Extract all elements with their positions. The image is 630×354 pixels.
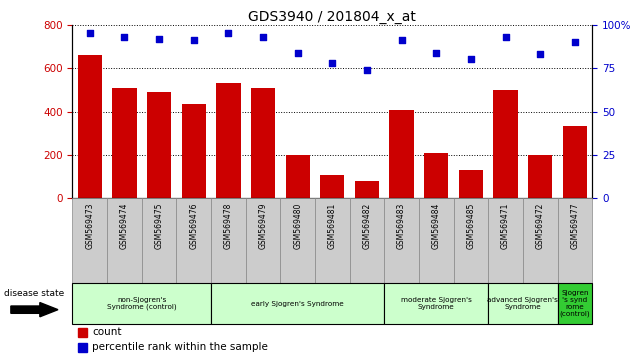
Point — [431, 50, 441, 55]
Text: GSM569482: GSM569482 — [362, 202, 372, 249]
Bar — [72, 283, 211, 324]
Point — [188, 38, 198, 43]
Bar — [72, 198, 107, 283]
Text: GSM569483: GSM569483 — [397, 202, 406, 249]
Bar — [77, 55, 102, 198]
Point — [258, 34, 268, 40]
Bar — [488, 283, 558, 324]
Bar — [112, 88, 137, 198]
Text: GSM569471: GSM569471 — [501, 202, 510, 249]
Point — [327, 60, 337, 66]
Text: GSM569475: GSM569475 — [154, 202, 164, 249]
Bar — [384, 283, 488, 324]
Bar — [285, 155, 310, 198]
Bar — [216, 83, 241, 198]
Bar — [251, 88, 275, 198]
Text: advanced Sjogren's
Syndrome: advanced Sjogren's Syndrome — [488, 297, 558, 310]
Bar — [211, 198, 246, 283]
Text: GSM569478: GSM569478 — [224, 202, 233, 249]
Bar — [424, 153, 449, 198]
Text: early Sjogren's Syndrome: early Sjogren's Syndrome — [251, 301, 344, 307]
Bar — [459, 170, 483, 198]
Text: count: count — [92, 327, 122, 337]
Bar — [355, 181, 379, 198]
Bar — [563, 126, 587, 198]
Text: GSM569474: GSM569474 — [120, 202, 129, 249]
FancyArrow shape — [11, 303, 58, 317]
Bar — [211, 283, 384, 324]
Point — [500, 34, 510, 40]
Point — [120, 34, 130, 40]
Point — [292, 50, 302, 55]
Point — [466, 57, 476, 62]
Bar — [488, 198, 523, 283]
Text: GSM569479: GSM569479 — [258, 202, 268, 249]
Bar — [528, 155, 553, 198]
Bar — [142, 198, 176, 283]
Text: GSM569484: GSM569484 — [432, 202, 441, 249]
Text: percentile rank within the sample: percentile rank within the sample — [92, 342, 268, 352]
Text: moderate Sjogren's
Syndrome: moderate Sjogren's Syndrome — [401, 297, 472, 310]
Text: non-Sjogren's
Syndrome (control): non-Sjogren's Syndrome (control) — [107, 297, 176, 310]
Text: GSM569485: GSM569485 — [466, 202, 476, 249]
Bar — [181, 104, 206, 198]
Point — [223, 30, 233, 36]
Bar — [558, 198, 592, 283]
Point — [84, 30, 95, 36]
Bar — [454, 198, 488, 283]
Bar — [419, 198, 454, 283]
Text: GSM569477: GSM569477 — [570, 202, 580, 249]
Bar — [246, 198, 280, 283]
Bar — [558, 283, 592, 324]
Point — [396, 38, 406, 43]
Text: GSM569476: GSM569476 — [189, 202, 198, 249]
Bar — [77, 327, 87, 337]
Bar — [280, 198, 315, 283]
Title: GDS3940 / 201804_x_at: GDS3940 / 201804_x_at — [248, 10, 416, 24]
Bar — [493, 90, 518, 198]
Bar — [350, 198, 384, 283]
Bar — [107, 198, 142, 283]
Text: GSM569480: GSM569480 — [293, 202, 302, 249]
Bar — [389, 110, 414, 198]
Point — [535, 51, 545, 57]
Text: disease state: disease state — [4, 289, 64, 298]
Bar — [147, 92, 171, 198]
Bar — [77, 343, 87, 352]
Bar — [384, 198, 419, 283]
Bar — [315, 198, 350, 283]
Bar — [176, 198, 211, 283]
Text: Sjogren
's synd
rome
(control): Sjogren 's synd rome (control) — [559, 290, 590, 317]
Point — [154, 36, 164, 41]
Bar — [320, 176, 345, 198]
Point — [570, 39, 580, 45]
Text: GSM569473: GSM569473 — [85, 202, 94, 249]
Bar — [523, 198, 558, 283]
Text: GSM569481: GSM569481 — [328, 202, 337, 249]
Point — [362, 67, 372, 73]
Text: GSM569472: GSM569472 — [536, 202, 545, 249]
